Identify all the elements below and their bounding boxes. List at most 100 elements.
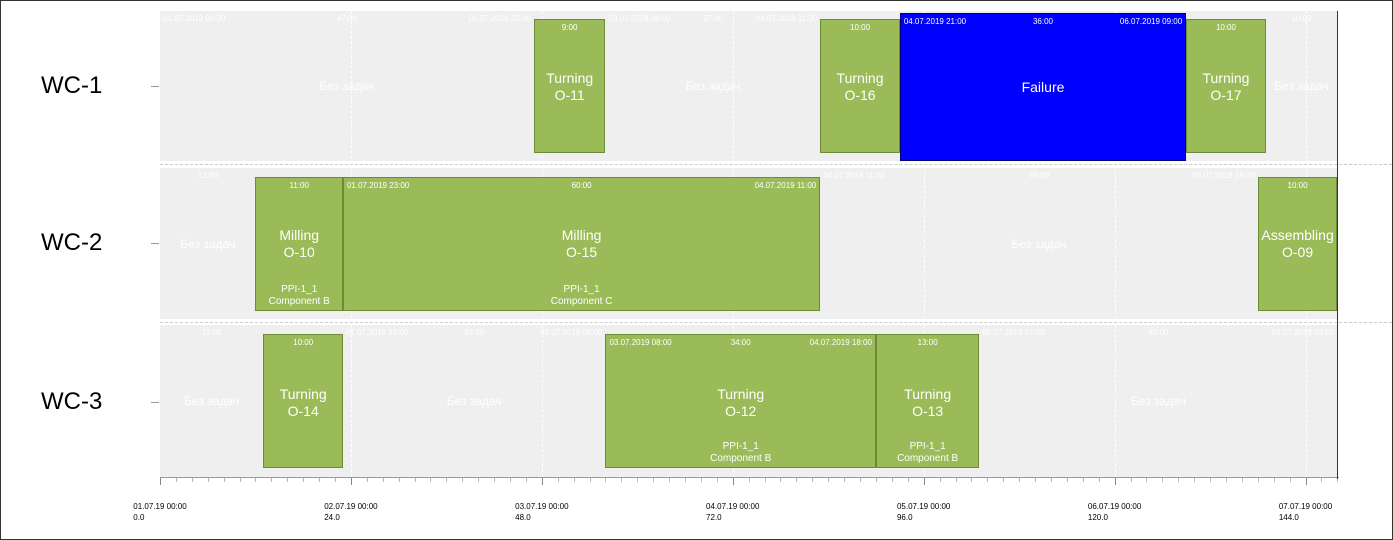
y-tick xyxy=(151,402,159,403)
x-tick-hours: 96.0 xyxy=(896,513,913,522)
x-minor-tick xyxy=(748,478,750,482)
x-tick-label: 05.07.19 00:00 96.0 xyxy=(897,501,950,523)
idle-label: Без задач xyxy=(184,394,240,408)
idle-duration: 47:00 xyxy=(336,14,357,23)
x-tick-date: 03.07.19 00:00 xyxy=(515,502,569,511)
task-bar-milling-o-10[interactable]: 11:00 Milling O-10 PPI-1_1 Component B xyxy=(255,177,343,311)
task-component-name: Component C xyxy=(550,296,613,307)
task-bar-turning-o-17[interactable]: 10:00 Turning O-17 xyxy=(1186,19,1266,153)
task-name: Turning xyxy=(904,386,952,402)
x-tick-date: 07.07.19 00:00 xyxy=(1278,502,1333,511)
task-bar-failure[interactable]: 36:00 04.07.2019 21:00 06.07.2019 09:00 Fai… xyxy=(899,13,1187,161)
task-duration: 11:00 xyxy=(289,181,309,190)
x-tick-date: 01.07.19 00:00 xyxy=(133,502,187,511)
idle-label: Без задач xyxy=(1130,394,1186,408)
x-minor-tick xyxy=(175,478,177,482)
task-order-id: PPI-1_1 xyxy=(281,284,318,295)
task-bar-turning-o-11[interactable]: 9:00 Turning O-11 xyxy=(533,19,606,153)
x-minor-tick xyxy=(1210,478,1212,482)
lane-label-wc-1: WC-1 xyxy=(41,72,103,99)
x-tick-label: 01.07.19 00:00 0.0 xyxy=(133,501,186,523)
x-minor-tick xyxy=(239,478,241,482)
x-minor-tick xyxy=(287,478,289,482)
x-minor-tick xyxy=(191,478,193,482)
task-end-time: 04.07.2019 18:00 xyxy=(809,338,872,347)
x-minor-tick xyxy=(891,478,893,482)
x-minor-tick xyxy=(653,478,655,482)
x-axis-line xyxy=(160,477,1340,478)
x-major-tick xyxy=(1114,478,1116,485)
x-tick-hours: 144.0 xyxy=(1278,513,1299,522)
task-operation-id: O-17 xyxy=(1210,87,1242,103)
x-major-tick xyxy=(732,478,734,485)
x-minor-tick xyxy=(207,478,209,482)
x-minor-tick xyxy=(1003,478,1005,482)
x-minor-tick xyxy=(510,478,512,482)
x-minor-tick xyxy=(1289,478,1291,482)
task-name: Milling xyxy=(561,227,602,243)
task-name: Assembling xyxy=(1261,227,1334,243)
idle-label: Без задач xyxy=(446,394,502,408)
task-operation-id: O-10 xyxy=(283,244,315,260)
task-start-time: 01.07.2019 23:00 xyxy=(346,181,410,190)
task-component: PPI-1_1 Component C xyxy=(344,284,819,308)
x-tick-hours: 0.0 xyxy=(133,513,145,522)
x-minor-tick xyxy=(525,478,527,482)
task-name: Milling xyxy=(279,227,320,243)
task-component: PPI-1_1 Component B xyxy=(256,284,342,308)
idle-duration: 45:00 xyxy=(1148,328,1169,337)
x-minor-tick xyxy=(828,478,830,482)
x-minor-tick xyxy=(860,478,862,482)
idle-duration: 56:00 xyxy=(1029,171,1050,180)
task-order-id: PPI-1_1 xyxy=(722,441,759,452)
task-duration: 13:00 xyxy=(917,338,938,347)
idle-duration: 12:00 xyxy=(197,171,218,180)
task-name: Turning xyxy=(717,386,765,402)
task-component-name: Component B xyxy=(268,296,330,307)
task-duration: 10:00 xyxy=(293,338,314,347)
task-bar-turning-o-16[interactable]: 10:00 Turning O-16 xyxy=(820,19,900,153)
x-minor-tick xyxy=(796,478,798,482)
task-name: Turning xyxy=(546,70,594,86)
task-bar-turning-o-14[interactable]: 10:00 Turning O-14 xyxy=(263,334,343,468)
idle-label: Без задач xyxy=(685,79,741,93)
x-minor-tick xyxy=(1273,478,1275,482)
x-minor-tick xyxy=(414,478,416,482)
x-minor-tick xyxy=(1194,478,1196,482)
x-major-tick xyxy=(923,478,925,485)
x-minor-tick xyxy=(319,478,321,482)
x-minor-tick xyxy=(335,478,336,482)
task-bar-turning-o-13[interactable]: 13:00 Turning O-13 PPI-1_1 Component B xyxy=(875,334,980,468)
x-minor-tick xyxy=(955,478,957,482)
task-end-time: 04.07.2019 11:00 xyxy=(754,181,817,190)
task-bar-milling-o-15[interactable]: 60:00 01.07.2019 23:00 04.07.2019 11:00 Mil… xyxy=(342,177,821,311)
task-component-name: Component B xyxy=(710,453,772,464)
x-minor-tick xyxy=(1019,478,1021,482)
idle-end-time: 02.07.2019 23:00 xyxy=(468,14,531,23)
x-minor-tick xyxy=(716,478,718,482)
x-tick-label: 03.07.19 00:00 48.0 xyxy=(515,501,568,523)
idle-label: Без задач xyxy=(180,236,236,251)
task-operation-id: O-15 xyxy=(566,244,598,260)
task-component-name: Component B xyxy=(897,453,959,464)
x-minor-tick xyxy=(1257,478,1259,482)
x-tick-label: 07.07.19 00:00 144.0 xyxy=(1279,501,1332,523)
idle-end-time: 03.07.2019 08:00 xyxy=(540,328,603,337)
x-minor-tick xyxy=(573,478,575,482)
x-minor-tick xyxy=(812,478,814,482)
task-operation-id: O-11 xyxy=(554,87,585,103)
x-tick-date: 06.07.19 00:00 xyxy=(1087,502,1142,511)
task-name: Turning xyxy=(1202,70,1250,86)
x-minor-tick xyxy=(557,478,559,482)
x-major-tick xyxy=(160,478,161,485)
x-minor-tick xyxy=(382,478,384,482)
x-minor-tick xyxy=(1241,478,1243,482)
task-bar-turning-o-12[interactable]: 34:00 03.07.2019 08:00 04.07.2019 18:00 Tur… xyxy=(605,334,876,468)
idle-end-time: 07.07.2019 03:00 xyxy=(1272,328,1335,337)
x-minor-tick xyxy=(987,478,989,482)
task-bar-assembling-o-09[interactable]: 10:00 Assembling O-09 xyxy=(1257,177,1338,311)
task-end-time: 06.07.2019 09:00 xyxy=(1119,17,1183,26)
x-tick-date: 04.07.19 00:00 xyxy=(706,502,760,511)
task-operation-id: O-13 xyxy=(912,403,944,419)
